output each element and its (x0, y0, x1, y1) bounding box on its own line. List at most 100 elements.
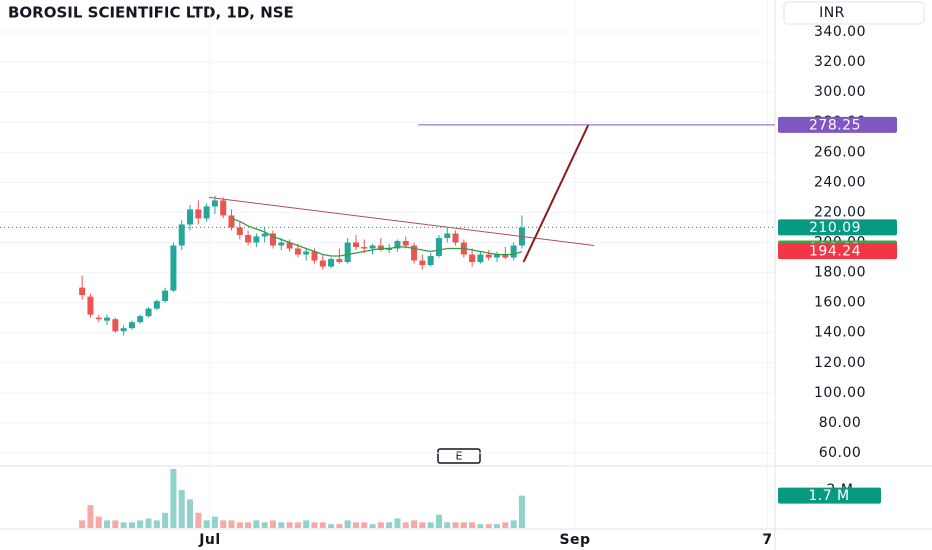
candle-body (336, 259, 343, 263)
candle-body (328, 259, 335, 267)
candle-body (187, 209, 194, 225)
y-tick-label: 100.00 (814, 385, 866, 401)
volume-bar (153, 520, 160, 528)
candle-body (485, 254, 492, 258)
y-tick-label: 80.00 (819, 415, 862, 431)
volume-bar (195, 512, 202, 528)
volume-bar (95, 516, 102, 528)
candle-body (286, 242, 293, 249)
candle-body (294, 248, 301, 255)
candle-body (444, 233, 451, 238)
volume-bar (460, 522, 467, 528)
candle-body (211, 200, 218, 207)
volume-bar (253, 520, 260, 528)
candle-body (112, 319, 119, 332)
x-tick-label: Jul (198, 532, 220, 548)
volume-bar (352, 522, 359, 528)
candle-body (128, 322, 135, 329)
chart-title: BOROSIL SCIENTIFIC LTD, 1D, NSE (8, 4, 294, 22)
trendline (209, 196, 595, 247)
volume-bar (294, 522, 301, 528)
candle-body (220, 200, 227, 216)
volume-bar (427, 522, 434, 528)
volume-bar (211, 516, 218, 528)
event-marker[interactable]: E (456, 450, 463, 463)
candle-body (253, 236, 260, 243)
candle-body (427, 256, 434, 266)
candle-body (245, 234, 252, 243)
candle-body (311, 251, 318, 261)
volume-bar (377, 522, 384, 528)
volume-bar (170, 468, 177, 528)
candle-body (477, 254, 484, 263)
candle-body (95, 317, 102, 320)
volume-bar (494, 524, 501, 528)
volume-bar (162, 512, 169, 528)
candle-body (228, 215, 235, 228)
volume-bar (245, 522, 252, 528)
price-label: 194.24 (809, 244, 861, 260)
price-label: 210.09 (809, 220, 861, 236)
volume-bar (485, 524, 492, 528)
candle-body (435, 237, 442, 257)
y-tick-label: 220.00 (814, 204, 866, 220)
volume-bar (469, 522, 476, 528)
volume-bar (203, 520, 210, 528)
price-label-box (778, 243, 897, 260)
candle-body (344, 242, 351, 263)
volume-bar (361, 522, 368, 528)
candle-body (178, 224, 185, 246)
currency-button[interactable] (783, 1, 925, 25)
volume-bar (220, 520, 227, 528)
candle-body (452, 233, 459, 243)
volume-bar (120, 522, 127, 528)
volume-label: 1.7 M (808, 488, 849, 504)
volume-bar (311, 522, 318, 528)
volume-bar (261, 522, 268, 528)
volume-bar (518, 495, 525, 528)
price-label-box (778, 219, 897, 236)
y-tick-label: 140.00 (814, 325, 866, 341)
volume-bar (236, 522, 243, 528)
y-tick-label: 340.00 (814, 24, 866, 40)
volume-bar (87, 505, 94, 528)
candle-body (87, 296, 94, 315)
y-tick-label: 300.00 (814, 84, 866, 100)
candle-body (303, 251, 310, 255)
volume-bar (104, 520, 111, 528)
volume-bar (319, 522, 326, 528)
projection-arrow (522, 124, 590, 263)
candle-body (319, 260, 326, 267)
y-tick-label: 60.00 (819, 445, 862, 461)
volume-bar (278, 522, 285, 528)
volume-bar (402, 522, 409, 528)
candle-body (352, 242, 359, 248)
candle-body (469, 254, 476, 263)
y-tick-label: 240.00 (814, 174, 866, 190)
x-tick-label: 7 (762, 532, 772, 548)
volume-bar (112, 520, 119, 528)
x-tick-label: Sep (559, 532, 590, 548)
candle-body (79, 287, 86, 296)
volume-bar (394, 518, 401, 528)
candle-body (203, 206, 210, 219)
candle-body (377, 245, 384, 251)
y-tick-label: 320.00 (814, 54, 866, 70)
candle-body (386, 248, 393, 251)
currency[interactable]: INR (819, 5, 845, 21)
volume-bar (510, 520, 517, 528)
volume-bar (187, 499, 194, 528)
volume-bar (336, 524, 343, 528)
volume-bar (79, 520, 86, 528)
volume-bar (137, 520, 144, 528)
volume-bar (344, 520, 351, 528)
candle-body (120, 328, 127, 332)
candle-body (361, 247, 368, 249)
volume-bar (269, 520, 276, 528)
candle-body (170, 245, 177, 291)
candle-body (494, 254, 501, 258)
candle-body (137, 316, 144, 323)
moving-average (231, 217, 523, 257)
volume-bar (435, 514, 442, 528)
